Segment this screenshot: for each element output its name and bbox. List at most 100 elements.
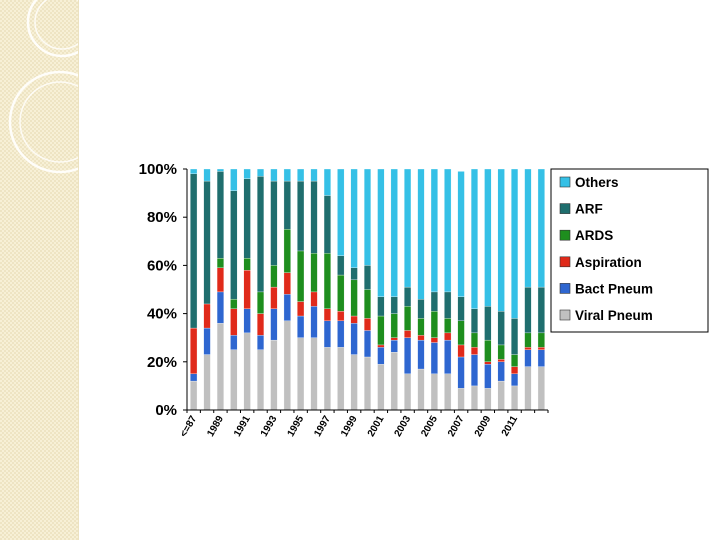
bar-segment <box>404 306 412 331</box>
bar-segment <box>243 332 251 411</box>
bar-segment <box>457 388 465 411</box>
bar-segment <box>257 313 265 336</box>
bar-segment <box>323 347 331 411</box>
bar-segment <box>310 337 318 411</box>
bar-segment <box>203 327 211 355</box>
bar-segment <box>230 190 238 300</box>
bar-segment <box>270 168 278 182</box>
legend-label: Viral Pneum <box>575 308 653 323</box>
bar-segment <box>497 311 505 346</box>
bar-segment <box>337 168 345 256</box>
bar-segment <box>190 373 198 382</box>
bar-segment <box>203 303 211 329</box>
bar-segment <box>484 388 492 411</box>
bar-segment <box>257 176 265 293</box>
bar-segment <box>524 366 532 411</box>
bar-segment <box>537 168 545 288</box>
bar-segment <box>257 291 265 314</box>
bar-segment <box>404 168 412 288</box>
bar-segment <box>337 255 345 276</box>
bar-segment <box>511 366 519 374</box>
bar-segment <box>484 364 492 389</box>
bar-segment <box>457 171 465 297</box>
bar-segment <box>417 368 425 411</box>
x-tick-label: 2003 <box>393 414 414 439</box>
bar-segment <box>470 308 478 334</box>
bar-segment <box>497 344 505 360</box>
bar-segment <box>257 335 265 350</box>
bar-segment <box>350 267 358 281</box>
bar-segment <box>430 291 438 312</box>
bar-segment <box>230 168 238 191</box>
bar-segment <box>230 349 238 411</box>
bar-segment <box>377 168 385 297</box>
bar-segment <box>417 168 425 300</box>
bar-segment <box>511 385 519 411</box>
bar-segment <box>364 330 372 358</box>
bar-segment <box>297 250 305 302</box>
bar-segment <box>190 327 198 374</box>
bar-segment <box>257 168 265 177</box>
bar-segment <box>417 339 425 370</box>
x-tick-label: 2005 <box>419 414 440 439</box>
legend-box <box>550 168 709 333</box>
bar-segment <box>216 291 224 324</box>
bar-segment <box>323 308 331 321</box>
bar-segment <box>404 286 412 307</box>
bar-segment <box>243 270 251 309</box>
bar-segment <box>364 265 372 290</box>
legend-swatch <box>559 283 571 294</box>
bar-segment <box>243 168 251 179</box>
bar-segment <box>444 318 452 334</box>
bar-segment <box>364 356 372 411</box>
bar-segment <box>270 286 278 309</box>
legend-swatch <box>559 229 571 241</box>
bar-segment <box>497 359 505 362</box>
bar-segment <box>323 253 331 309</box>
bar-segment <box>524 349 532 367</box>
bar-segment <box>364 289 372 319</box>
bar-segment <box>337 320 345 348</box>
bar-segment <box>337 274 345 312</box>
bar-segment <box>497 168 505 312</box>
bar-segment <box>457 296 465 321</box>
bar-segment <box>390 337 398 341</box>
bar-segment <box>390 352 398 411</box>
bar-segment <box>283 294 291 321</box>
bar-segment <box>470 347 478 355</box>
bar-segment <box>511 168 519 319</box>
decorative-side-panel <box>0 0 79 540</box>
bar-segment <box>417 335 425 341</box>
bar-segment <box>364 168 372 266</box>
bar-segment <box>243 258 251 271</box>
bar-segment <box>511 373 519 387</box>
bar-segment <box>190 173 198 329</box>
bar-segment <box>323 168 331 196</box>
x-tick-label: 2007 <box>446 414 467 439</box>
bar-segment <box>377 315 385 346</box>
bar-segment <box>430 342 438 374</box>
bar-segment <box>216 171 224 259</box>
bar-segment <box>430 168 438 293</box>
bar-segment <box>484 339 492 362</box>
bar-segment <box>364 318 372 331</box>
bar-segment <box>310 180 318 254</box>
bar-segment <box>497 361 505 382</box>
legend-label: Aspiration <box>575 255 642 270</box>
bar-segment <box>297 337 305 411</box>
bar-segment <box>444 332 452 341</box>
bar-segment <box>283 168 291 182</box>
bar-segment <box>216 168 224 172</box>
legend-label: ARF <box>575 202 603 217</box>
x-tick-label: 2001 <box>366 414 387 439</box>
bar-segment <box>537 347 545 350</box>
bar-segment <box>404 373 412 411</box>
bar-segment <box>310 306 318 338</box>
legend-label: ARDS <box>575 228 613 243</box>
y-tick-label: 20% <box>147 354 177 371</box>
bar-segment <box>524 286 532 334</box>
bar-segment <box>390 296 398 314</box>
decorative-circles <box>8 0 78 174</box>
bar-segment <box>430 311 438 338</box>
bar-segment <box>283 272 291 295</box>
